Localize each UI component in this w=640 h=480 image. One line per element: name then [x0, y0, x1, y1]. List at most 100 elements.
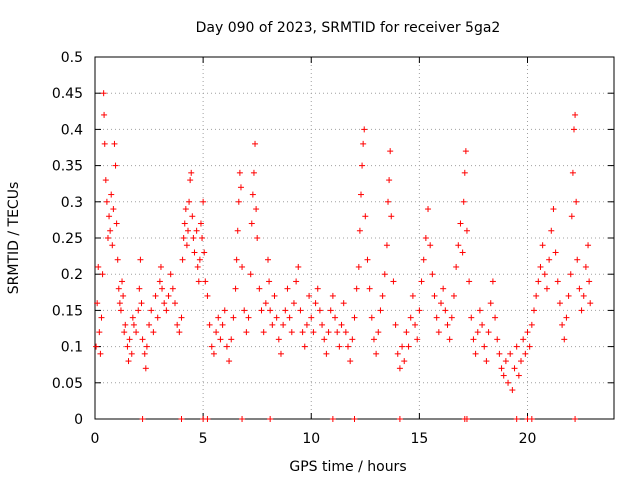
data-point — [122, 321, 129, 328]
data-point — [282, 307, 289, 314]
data-point — [552, 249, 559, 256]
data-point — [156, 278, 163, 285]
data-point — [295, 263, 302, 270]
data-point — [223, 343, 230, 350]
data-point — [334, 329, 341, 336]
data-point — [373, 350, 380, 357]
data-point — [362, 213, 369, 220]
data-point — [157, 263, 164, 270]
data-points — [93, 90, 594, 422]
data-point — [191, 249, 198, 256]
data-point — [100, 90, 107, 97]
data-point — [569, 169, 576, 176]
data-point — [489, 278, 496, 285]
data-point — [96, 329, 103, 336]
y-tick-label: 0.1 — [61, 340, 83, 356]
data-point — [174, 321, 181, 328]
data-point — [217, 336, 224, 343]
data-point — [93, 343, 100, 350]
data-point — [476, 307, 483, 314]
data-point — [442, 307, 449, 314]
data-point — [515, 372, 522, 379]
data-point — [325, 329, 332, 336]
chart-title: Day 090 of 2023, SRMTID for receiver 5ga… — [196, 20, 501, 36]
data-point — [239, 416, 246, 422]
data-point — [293, 278, 300, 285]
data-point — [290, 300, 297, 307]
data-point — [248, 220, 255, 227]
data-point — [130, 321, 137, 328]
data-point — [455, 242, 462, 249]
data-point — [444, 321, 451, 328]
y-tick-label: 0.25 — [52, 231, 83, 247]
data-point — [199, 235, 206, 241]
data-point — [280, 321, 287, 328]
data-point — [204, 292, 211, 299]
data-point — [250, 169, 257, 176]
y-tick-label: 0.3 — [61, 195, 83, 211]
data-point — [194, 263, 201, 270]
data-point — [306, 292, 313, 299]
data-point — [572, 416, 579, 422]
y-tick-label: 0.2 — [61, 267, 83, 283]
data-point — [189, 213, 196, 220]
data-point — [165, 292, 172, 299]
data-point — [271, 292, 278, 299]
x-tick-label: 20 — [519, 431, 537, 447]
data-point — [245, 314, 252, 321]
data-point — [213, 329, 220, 336]
data-point — [349, 336, 356, 343]
data-point — [351, 416, 358, 422]
data-point — [112, 162, 119, 169]
data-point — [385, 198, 392, 205]
data-point — [133, 329, 140, 336]
data-point — [466, 278, 473, 285]
data-point — [99, 271, 106, 278]
data-point — [483, 358, 490, 365]
data-point — [267, 416, 274, 422]
data-point — [370, 336, 377, 343]
data-point — [511, 365, 518, 372]
x-axis-label: GPS time / hours — [289, 459, 406, 475]
data-point — [321, 336, 328, 343]
data-point — [120, 292, 127, 299]
data-point — [500, 372, 507, 379]
data-point — [550, 206, 557, 213]
data-point — [187, 177, 194, 184]
data-point — [215, 314, 222, 321]
data-point — [183, 242, 190, 249]
data-point — [327, 307, 334, 314]
data-point — [195, 278, 202, 285]
data-point — [364, 256, 371, 263]
data-point — [414, 336, 421, 343]
data-point — [461, 169, 468, 176]
data-point — [457, 220, 464, 227]
data-point — [390, 278, 397, 285]
data-point — [574, 256, 581, 263]
data-point — [438, 300, 444, 307]
data-point — [407, 314, 414, 321]
data-point — [129, 314, 136, 321]
data-point — [502, 358, 509, 365]
data-point — [409, 292, 416, 299]
data-point — [470, 336, 477, 343]
data-point — [254, 235, 261, 241]
data-point — [387, 148, 394, 155]
data-point — [450, 292, 457, 299]
data-point — [492, 314, 499, 321]
data-point — [234, 227, 241, 234]
data-point — [440, 285, 447, 292]
data-point — [152, 292, 159, 299]
data-point — [258, 307, 265, 314]
data-point — [210, 350, 217, 357]
data-point — [196, 256, 203, 263]
data-point — [474, 329, 481, 336]
data-point — [308, 314, 315, 321]
data-point — [403, 329, 410, 336]
data-point — [243, 329, 250, 336]
data-point — [267, 307, 274, 314]
data-point — [563, 314, 570, 321]
data-point — [448, 314, 455, 321]
data-point — [548, 227, 555, 234]
